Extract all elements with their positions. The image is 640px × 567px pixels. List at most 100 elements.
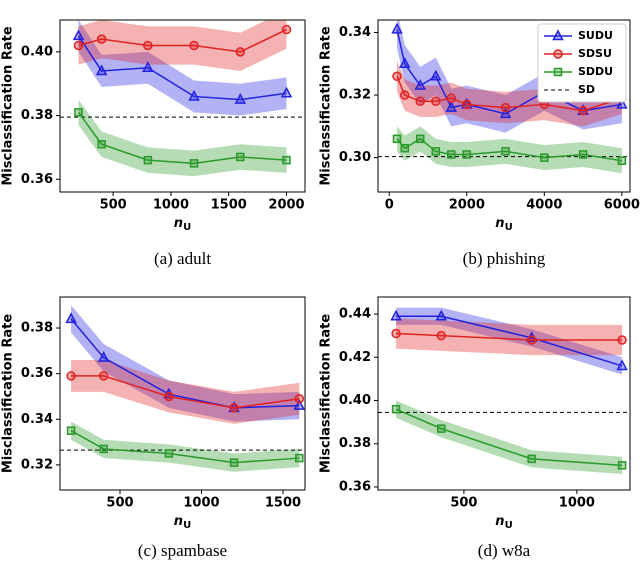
axes-frame [377, 19, 631, 193]
marker [235, 47, 246, 57]
y-tick-label: 0.32 [339, 88, 371, 103]
x-axis-label-sub: U [505, 222, 513, 233]
marker [553, 49, 563, 59]
marker [526, 335, 537, 345]
x-tick-label: 1000 [183, 496, 219, 511]
marker [99, 444, 108, 454]
error-band [78, 99, 287, 177]
marker [616, 359, 628, 371]
marker [65, 312, 77, 324]
marker [400, 143, 410, 153]
marker [390, 309, 402, 321]
plot-area [378, 307, 630, 475]
error-band [71, 359, 300, 424]
x-tick-label: 500 [100, 198, 127, 213]
plot-area [60, 20, 305, 177]
marker [236, 152, 245, 162]
error-band [396, 400, 623, 475]
legend-label: SUDU [578, 29, 613, 42]
series-line [71, 375, 300, 409]
series-line [396, 315, 623, 367]
marker [95, 64, 108, 76]
marker [97, 351, 110, 362]
marker [143, 40, 153, 51]
marker [430, 69, 442, 81]
marker [189, 40, 199, 51]
marker [578, 105, 588, 116]
marker [280, 86, 293, 98]
marker [96, 34, 107, 44]
marker [229, 403, 239, 413]
marker [73, 40, 84, 51]
x-axis-label-main: n [495, 216, 504, 231]
marker [437, 424, 446, 433]
marker [143, 155, 153, 165]
subplot: 0.36 0.38 0.40 500 1000 1500 2000 Misclassifica… [1, 19, 306, 268]
marker [462, 150, 472, 159]
marker [446, 93, 457, 103]
x-axis-label: nU [174, 514, 191, 532]
legend: SUDU SDSU SDDU SD [537, 23, 627, 103]
x-tick-label: 500 [106, 496, 133, 511]
subplot: 0.30 0.32 0.34 0 2000 4000 6000 Misclassificati… [319, 19, 640, 268]
x-axis-label-main: n [174, 216, 183, 231]
subplot: 0.36 0.38 0.40 0.42 0.44 500 1000 Misclassifica… [319, 296, 631, 560]
marker [431, 96, 441, 107]
marker [462, 99, 472, 110]
x-tick-label: 2000 [449, 198, 485, 213]
y-axis-label: Misclassification Rate [1, 314, 16, 473]
subplot: 0.32 0.34 0.36 0.38 500 1000 1500 Misclassifica… [1, 296, 306, 560]
marker [392, 134, 402, 144]
x-axis-label: nU [174, 216, 191, 234]
marker [616, 97, 628, 109]
axes-frame [377, 296, 631, 491]
series-line [70, 318, 300, 409]
series-line [77, 35, 287, 101]
marker [578, 150, 588, 159]
y-axis-label: Misclassification Rate [319, 314, 334, 473]
y-tick-label: 0.36 [21, 172, 53, 187]
marker [617, 156, 627, 165]
marker [399, 57, 411, 69]
marker [293, 398, 305, 410]
marker [282, 155, 291, 165]
marker [527, 454, 536, 464]
y-tick-label: 0.38 [339, 436, 371, 451]
marker [164, 391, 174, 402]
y-tick-label: 0.40 [21, 44, 53, 59]
x-tick-label: 2000 [268, 198, 304, 213]
x-axis-label: nU [495, 216, 512, 234]
marker [415, 96, 426, 107]
marker [294, 393, 305, 404]
y-tick-label: 0.30 [339, 150, 371, 165]
marker [617, 461, 627, 470]
series-line [395, 408, 623, 467]
caption: (b) phishing [463, 249, 546, 268]
marker [436, 330, 447, 341]
y-tick-label: 0.36 [339, 479, 371, 494]
x-axis-label-sub: U [505, 520, 513, 531]
marker [435, 309, 448, 321]
legend-label: SDSU [578, 47, 612, 60]
x-axis-label-main: n [495, 514, 504, 529]
x-tick-label: 1000 [153, 198, 189, 213]
marker [391, 404, 401, 414]
marker [553, 67, 563, 77]
legend-label: SD [578, 83, 595, 96]
y-tick-label: 0.42 [339, 350, 371, 365]
marker [617, 335, 627, 345]
marker [416, 134, 425, 144]
marker [392, 71, 402, 82]
marker [97, 139, 106, 149]
y-axis-label: Misclassification Rate [1, 26, 16, 185]
legend-label: SDDU [578, 65, 613, 78]
marker [229, 458, 239, 467]
marker [98, 371, 109, 381]
marker [142, 61, 154, 73]
marker [295, 453, 304, 463]
y-tick-label: 0.44 [339, 307, 371, 322]
caption: (d) w8a [478, 541, 531, 560]
x-tick-label: 1500 [265, 496, 301, 511]
marker [74, 108, 83, 117]
